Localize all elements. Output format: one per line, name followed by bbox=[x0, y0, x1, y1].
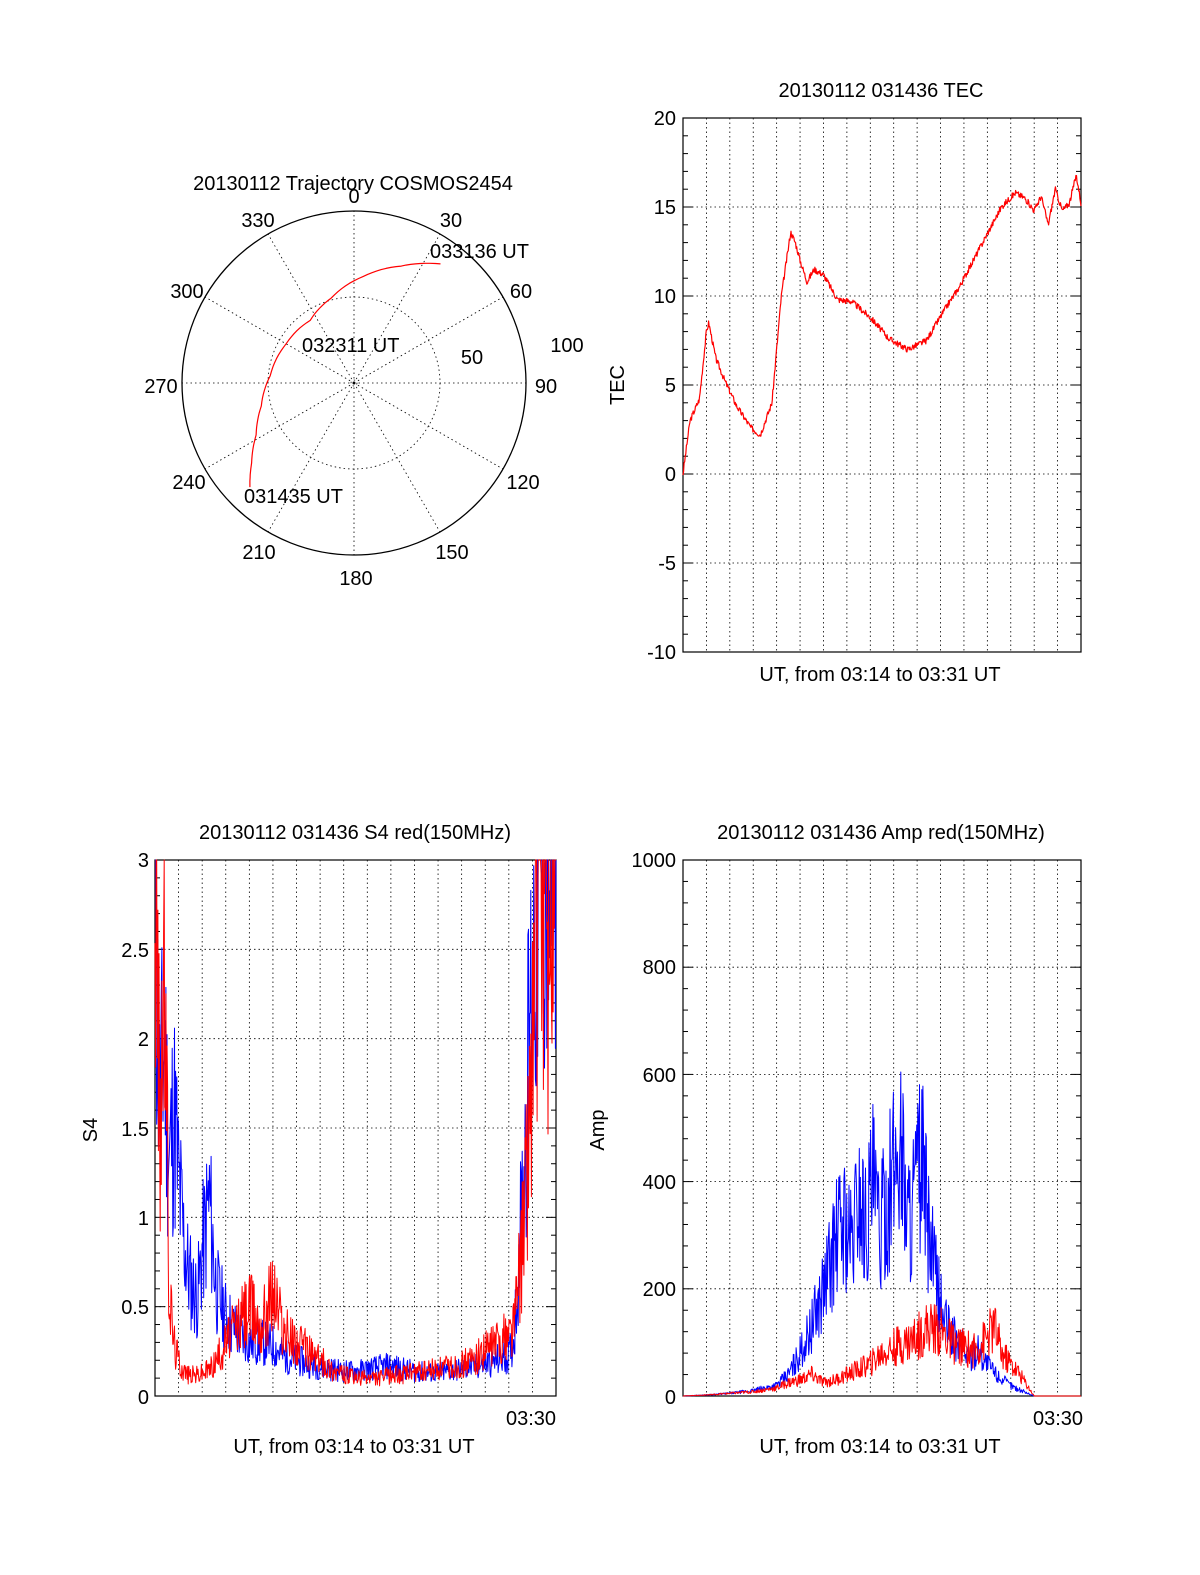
azimuth-spoke bbox=[353, 382, 441, 533]
amp-ytick-label: 600 bbox=[643, 1065, 676, 1087]
amp-ytick-label: 0 bbox=[665, 1387, 676, 1409]
amp-xlabel: UT, from 03:14 to 03:31 UT bbox=[759, 1436, 1000, 1458]
azimuth-label: 30 bbox=[440, 210, 462, 232]
azimuth-spoke bbox=[353, 233, 441, 384]
s4-ytick-label: 0.5 bbox=[121, 1297, 149, 1319]
azimuth-spoke bbox=[353, 296, 504, 384]
tec-ytick-label: 5 bbox=[665, 375, 676, 397]
tec-ytick-label: 15 bbox=[654, 197, 676, 219]
azimuth-label: 330 bbox=[241, 210, 274, 232]
tec-panel: 20130112 031436 TEC 20 15 10 5 0 -5 -10 … bbox=[607, 80, 1082, 686]
trajectory-title: 20130112 Trajectory COSMOS2454 bbox=[193, 173, 513, 195]
tec-ytick-label: -5 bbox=[658, 553, 676, 575]
azimuth-label: 120 bbox=[506, 472, 539, 494]
s4-xtick-label: 03:30 bbox=[506, 1408, 556, 1430]
s4-panel: 20130112 031436 S4 red(150MHz) 3 2.5 2 1… bbox=[80, 822, 557, 1458]
series-trace bbox=[683, 1303, 1081, 1397]
polar-grid bbox=[182, 211, 526, 555]
azimuth-spoke bbox=[267, 382, 355, 533]
tec-ytick-label: 20 bbox=[654, 108, 676, 130]
horizon-circle bbox=[181, 210, 527, 556]
amp-ytick-label: 200 bbox=[643, 1279, 676, 1301]
azimuth-label: 180 bbox=[339, 568, 372, 590]
azimuth-labels: 0 30 60 90 120 150 180 210 240 270 300 3… bbox=[144, 186, 557, 590]
azimuth-label: 0 bbox=[348, 186, 359, 208]
azimuth-label: 300 bbox=[170, 281, 203, 303]
azimuth-label: 150 bbox=[435, 542, 468, 564]
azimuth-label: 240 bbox=[172, 472, 205, 494]
azimuth-label: 90 bbox=[535, 376, 557, 398]
s4-ytick-label: 2 bbox=[138, 1029, 149, 1051]
trajectory-start-time: 031435 UT bbox=[244, 486, 343, 508]
tec-traces bbox=[682, 174, 1082, 476]
azimuth-label: 270 bbox=[144, 376, 177, 398]
tec-ytick-label: 0 bbox=[665, 464, 676, 486]
series-trace bbox=[155, 859, 557, 1383]
s4-xlabel: UT, from 03:14 to 03:31 UT bbox=[233, 1436, 474, 1458]
amp-panel: 20130112 031436 Amp red(150MHz) 1000 800… bbox=[587, 822, 1083, 1458]
radius-label-100: 100 bbox=[550, 335, 583, 357]
amp-traces bbox=[683, 1071, 1081, 1397]
s4-title: 20130112 031436 S4 red(150MHz) bbox=[199, 822, 511, 844]
amp-ylabel: Amp bbox=[587, 1109, 609, 1150]
zenith-mark bbox=[350, 379, 358, 387]
series-trace bbox=[682, 174, 1082, 476]
trajectory-panel: 20130112 Trajectory COSMOS2454 0 30 60 9… bbox=[144, 173, 583, 590]
amp-frame bbox=[682, 859, 1082, 1397]
s4-ytick-label: 3 bbox=[138, 850, 149, 872]
azimuth-label: 210 bbox=[242, 542, 275, 564]
amp-xtick-label: 03:30 bbox=[1033, 1408, 1083, 1430]
amp-title: 20130112 031436 Amp red(150MHz) bbox=[717, 822, 1045, 844]
s4-ytick-label: 2.5 bbox=[121, 940, 149, 962]
s4-traces bbox=[154, 859, 557, 1387]
azimuth-spoke bbox=[267, 233, 355, 384]
s4-grid bbox=[155, 859, 556, 1397]
amp-ytick-label: 400 bbox=[643, 1172, 676, 1194]
azimuth-spoke bbox=[204, 296, 355, 384]
azimuth-spoke bbox=[204, 382, 355, 470]
tec-xlabel: UT, from 03:14 to 03:31 UT bbox=[759, 664, 1000, 686]
tec-title: 20130112 031436 TEC bbox=[779, 80, 984, 102]
s4-ytick-label: 0 bbox=[138, 1387, 149, 1409]
azimuth-label: 60 bbox=[510, 281, 532, 303]
s4-ytick-label: 1.5 bbox=[121, 1119, 149, 1141]
s4-ylabel: S4 bbox=[80, 1118, 102, 1142]
trajectory-mid-time: 032311 UT bbox=[302, 335, 399, 357]
tec-frame bbox=[682, 117, 1082, 653]
amp-grid bbox=[683, 859, 1081, 1397]
s4-frame bbox=[154, 859, 557, 1397]
tec-grid bbox=[683, 117, 1081, 653]
amp-ytick-label: 800 bbox=[643, 957, 676, 979]
trajectory-trace bbox=[249, 262, 441, 488]
s4-ytick-label: 1 bbox=[138, 1208, 149, 1230]
series-trace bbox=[154, 859, 556, 1387]
tec-ytick-label: -10 bbox=[647, 642, 676, 664]
trajectory-end-time: 033136 UT bbox=[430, 241, 529, 263]
tec-ytick-label: 10 bbox=[654, 286, 676, 308]
tec-ylabel: TEC bbox=[607, 365, 629, 405]
amp-ytick-label: 1000 bbox=[632, 850, 677, 872]
azimuth-spoke bbox=[353, 382, 504, 470]
radius-label-50: 50 bbox=[461, 347, 483, 369]
